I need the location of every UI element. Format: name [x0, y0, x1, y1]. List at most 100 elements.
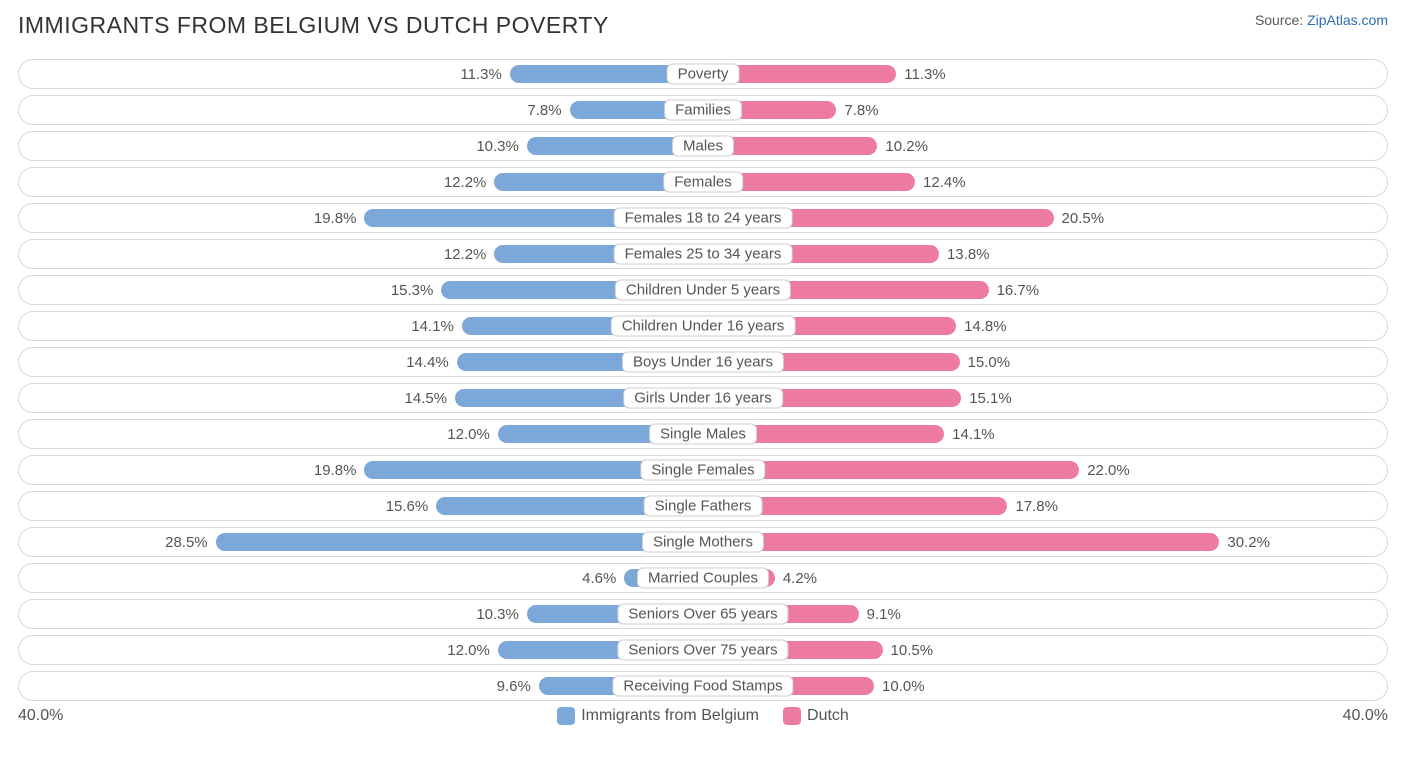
- right-value-label: 13.8%: [947, 246, 990, 263]
- row-left-half: 9.6%: [19, 672, 703, 700]
- row-right-half: 4.2%: [703, 564, 1387, 592]
- source-prefix: Source:: [1255, 12, 1307, 28]
- row-right-half: 14.1%: [703, 420, 1387, 448]
- chart-rows: 11.3%11.3%Poverty7.8%7.8%Families10.3%10…: [18, 59, 1388, 701]
- category-label: Receiving Food Stamps: [612, 676, 793, 697]
- category-label: Single Females: [640, 460, 765, 481]
- chart-row: 10.3% 10.2% Males: [18, 131, 1388, 161]
- row-left-half: 4.6%: [19, 564, 703, 592]
- category-label: Males: [672, 136, 734, 157]
- right-value-label: 15.1%: [969, 390, 1012, 407]
- category-label: Boys Under 16 years: [622, 352, 784, 373]
- row-left-half: 7.8%: [19, 96, 703, 124]
- category-label: Children Under 5 years: [615, 280, 791, 301]
- category-label: Seniors Over 65 years: [617, 604, 788, 625]
- left-value-label: 14.1%: [411, 318, 454, 335]
- row-right-half: 9.1%: [703, 600, 1387, 628]
- legend-label-left: Immigrants from Belgium: [581, 707, 759, 725]
- chart-row: 14.1% 14.8% Children Under 16 years: [18, 311, 1388, 341]
- row-left-half: 15.6%: [19, 492, 703, 520]
- row-left-half: 12.0%: [19, 636, 703, 664]
- row-right-half: 20.5%: [703, 204, 1387, 232]
- right-value-label: 20.5%: [1062, 210, 1105, 227]
- left-value-label: 15.3%: [391, 282, 434, 299]
- row-left-half: 19.8%: [19, 204, 703, 232]
- row-right-half: 11.3%: [703, 60, 1387, 88]
- row-right-half: 10.0%: [703, 672, 1387, 700]
- category-label: Females 25 to 34 years: [614, 244, 793, 265]
- left-value-label: 12.2%: [444, 246, 487, 263]
- legend-swatch-right: [783, 707, 801, 725]
- category-label: Single Males: [649, 424, 757, 445]
- row-right-half: 30.2%: [703, 528, 1387, 556]
- chart-row: 19.8% 20.5% Females 18 to 24 years: [18, 203, 1388, 233]
- left-value-label: 19.8%: [314, 462, 357, 479]
- row-left-half: 19.8%: [19, 456, 703, 484]
- chart-header: IMMIGRANTS FROM BELGIUM VS DUTCH POVERTY…: [18, 12, 1388, 39]
- source-link[interactable]: ZipAtlas.com: [1307, 12, 1388, 28]
- chart-title: IMMIGRANTS FROM BELGIUM VS DUTCH POVERTY: [18, 12, 609, 39]
- category-label: Children Under 16 years: [611, 316, 796, 337]
- category-label: Females: [663, 172, 743, 193]
- right-value-label: 15.0%: [968, 354, 1011, 371]
- row-left-half: 12.2%: [19, 240, 703, 268]
- right-value-label: 16.7%: [997, 282, 1040, 299]
- axis-max-left: 40.0%: [18, 707, 63, 725]
- left-bar: [216, 533, 703, 551]
- right-value-label: 10.0%: [882, 678, 925, 695]
- row-left-half: 12.2%: [19, 168, 703, 196]
- left-value-label: 14.5%: [405, 390, 448, 407]
- row-left-half: 12.0%: [19, 420, 703, 448]
- chart-row: 14.5%15.1%Girls Under 16 years: [18, 383, 1388, 413]
- category-label: Poverty: [667, 64, 740, 85]
- axis-max-right: 40.0%: [1343, 707, 1388, 725]
- left-value-label: 15.6%: [386, 498, 429, 515]
- chart-row: 12.0% 10.5%Seniors Over 75 years: [18, 635, 1388, 665]
- chart-row: 12.2% 13.8% Females 25 to 34 years: [18, 239, 1388, 269]
- chart-row: 9.6% 10.0% Receiving Food Stamps: [18, 671, 1388, 701]
- category-label: Families: [664, 100, 742, 121]
- row-right-half: 7.8%: [703, 96, 1387, 124]
- row-right-half: 15.1%: [703, 384, 1387, 412]
- row-right-half: 14.8%: [703, 312, 1387, 340]
- row-left-half: 14.5%: [19, 384, 703, 412]
- right-value-label: 22.0%: [1087, 462, 1130, 479]
- legend-swatch-left: [557, 707, 575, 725]
- chart-row: 19.8% 22.0% Single Females: [18, 455, 1388, 485]
- chart-row: 12.0% 14.1% Single Males: [18, 419, 1388, 449]
- right-value-label: 10.2%: [885, 138, 928, 155]
- right-value-label: 14.8%: [964, 318, 1007, 335]
- row-right-half: 17.8%: [703, 492, 1387, 520]
- left-value-label: 12.0%: [447, 642, 490, 659]
- chart-row: 4.6%4.2%Married Couples: [18, 563, 1388, 593]
- chart-row: 14.4%15.0%Boys Under 16 years: [18, 347, 1388, 377]
- chart-row: 12.2%12.4%Females: [18, 167, 1388, 197]
- legend-label-right: Dutch: [807, 707, 849, 725]
- category-label: Single Mothers: [642, 532, 764, 553]
- row-right-half: 12.4%: [703, 168, 1387, 196]
- right-value-label: 17.8%: [1015, 498, 1058, 515]
- row-left-half: 10.3%: [19, 132, 703, 160]
- row-right-half: 16.7%: [703, 276, 1387, 304]
- right-value-label: 7.8%: [844, 102, 878, 119]
- chart-row: 28.5% 30.2% Single Mothers: [18, 527, 1388, 557]
- category-label: Seniors Over 75 years: [617, 640, 788, 661]
- right-value-label: 14.1%: [952, 426, 995, 443]
- row-right-half: 10.5%: [703, 636, 1387, 664]
- left-value-label: 4.6%: [582, 570, 616, 587]
- chart-row: 15.3% 16.7% Children Under 5 years: [18, 275, 1388, 305]
- chart-footer: 40.0% Immigrants from Belgium Dutch 40.0…: [18, 707, 1388, 725]
- chart-legend: Immigrants from Belgium Dutch: [63, 707, 1342, 725]
- category-label: Single Fathers: [644, 496, 763, 517]
- row-right-half: 15.0%: [703, 348, 1387, 376]
- category-label: Females 18 to 24 years: [614, 208, 793, 229]
- left-value-label: 28.5%: [165, 534, 208, 551]
- row-left-half: 14.1%: [19, 312, 703, 340]
- left-value-label: 9.6%: [497, 678, 531, 695]
- left-value-label: 12.0%: [447, 426, 490, 443]
- right-value-label: 30.2%: [1227, 534, 1270, 551]
- right-value-label: 4.2%: [783, 570, 817, 587]
- row-right-half: 10.2%: [703, 132, 1387, 160]
- row-right-half: 13.8%: [703, 240, 1387, 268]
- legend-item-right: Dutch: [783, 707, 849, 725]
